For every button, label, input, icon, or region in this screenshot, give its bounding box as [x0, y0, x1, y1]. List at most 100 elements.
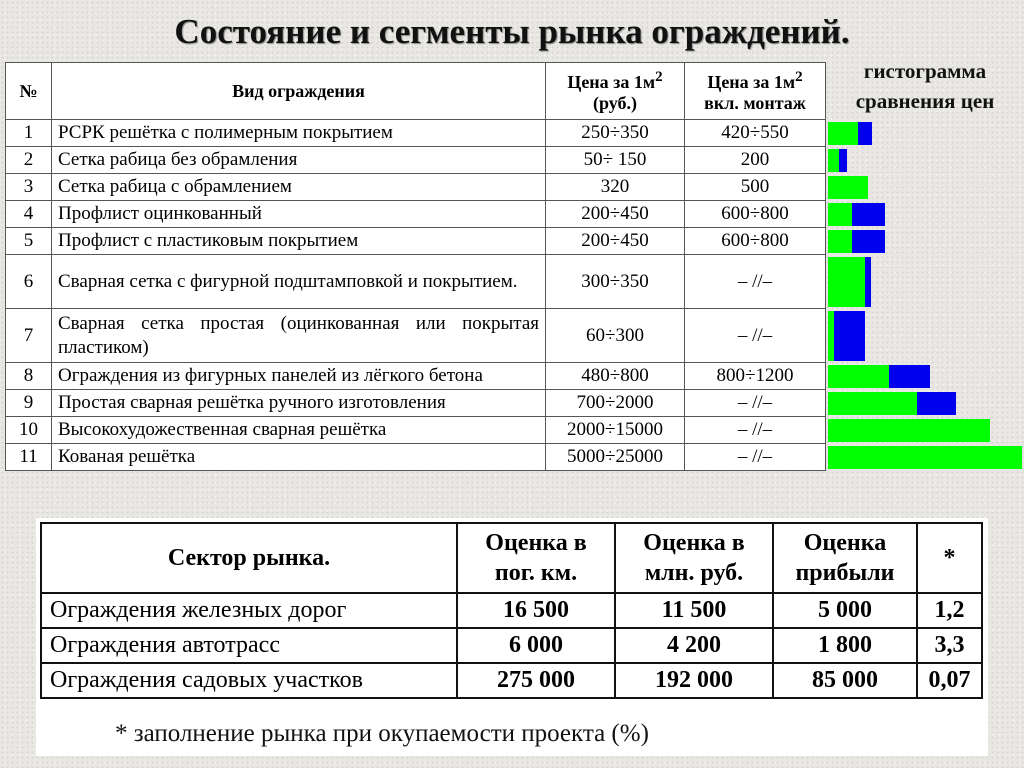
price: 300÷350	[545, 254, 685, 309]
histogram-bar-price	[828, 445, 1022, 469]
fence-type: Сетка рабица без обрамления	[51, 146, 546, 174]
row-number: 3	[5, 173, 52, 201]
histogram-bar-price	[828, 418, 990, 442]
table-header: Сектор рынка. Оценка в пог. км. Оценка в…	[40, 522, 983, 594]
header-price: Цена за 1м2 (руб.)	[545, 62, 685, 120]
histogram-bar-mount	[839, 148, 847, 172]
mln-rub: 11 500	[614, 592, 774, 629]
sector: Ограждения железных дорог	[40, 592, 458, 629]
histogram-bar-mount	[852, 229, 886, 253]
header-sector: Сектор рынка.	[40, 522, 458, 594]
fence-type: Сетка рабица с обрамлением	[51, 173, 546, 201]
histogram-bar-price	[828, 229, 853, 253]
footnote: * заполнение рынка при окупаемости проек…	[115, 720, 649, 747]
row-number: 8	[5, 362, 52, 390]
row-number: 9	[5, 389, 52, 417]
row-number: 1	[5, 119, 52, 147]
fill-percent: 1,2	[916, 592, 983, 629]
fence-type: Кованая решётка	[51, 443, 546, 471]
fill-percent: 3,3	[916, 627, 983, 664]
histogram-bar-mount	[864, 256, 871, 307]
table-row: 5 Профлист с пластиковым покрытием 200÷450…	[5, 227, 826, 255]
fence-type: Профлист с пластиковым покрытием	[51, 227, 546, 255]
header-star: *	[916, 522, 983, 594]
row-number: 2	[5, 146, 52, 174]
mln-rub: 4 200	[614, 627, 774, 664]
histogram-bar-mount	[917, 391, 957, 415]
histogram-bar-price	[828, 391, 918, 415]
table-row: 4 Профлист оцинкованный 200÷450 600÷800	[5, 200, 826, 228]
row-number: 10	[5, 416, 52, 444]
histogram-bar-price	[828, 121, 859, 145]
table-row: 6 Сварная сетка с фигурной подштамповкой …	[5, 254, 826, 309]
price-with-mount: 500	[684, 173, 826, 201]
market-sectors-table: Сектор рынка. Оценка в пог. км. Оценка в…	[40, 522, 983, 699]
header-km: Оценка в пог. км.	[456, 522, 616, 594]
price-with-mount: – //–	[684, 254, 826, 309]
price-with-mount: 200	[684, 146, 826, 174]
km: 6 000	[456, 627, 616, 664]
profit: 85 000	[772, 662, 918, 699]
table-row: 11 Кованая решётка 5000÷25000– //–	[5, 443, 826, 471]
price: 50÷ 150	[545, 146, 685, 174]
price: 700÷2000	[545, 389, 685, 417]
table-row: Ограждения садовых участков 275 000 192 00…	[40, 662, 983, 699]
histogram-title: гистограмма сравнения цен	[855, 59, 995, 113]
header-number: №	[5, 62, 52, 120]
km: 16 500	[456, 592, 616, 629]
histogram-bar-price	[828, 256, 865, 307]
header-type: Вид ограждения	[51, 62, 546, 120]
fence-prices-table: № Вид ограждения Цена за 1м2 (руб.) Цена …	[5, 62, 826, 471]
km: 275 000	[456, 662, 616, 699]
fence-type: Высокохудожественная сварная решётка	[51, 416, 546, 444]
price-with-mount: – //–	[684, 389, 826, 417]
table-row: Ограждения автотрасс 6 000 4 200 1 800 3,3	[40, 627, 983, 664]
row-number: 6	[5, 254, 52, 309]
table-header: № Вид ограждения Цена за 1м2 (руб.) Цена …	[5, 62, 826, 120]
table-row: 1 РСРК решётка с полимерным покрытием 250÷…	[5, 119, 826, 147]
price-with-mount: – //–	[684, 416, 826, 444]
row-number: 4	[5, 200, 52, 228]
table-row: 7 Сварная сетка простая (оцинкованная или…	[5, 308, 826, 363]
header-mln-rub: Оценка в млн. руб.	[614, 522, 774, 594]
histogram-bar-mount	[852, 202, 886, 226]
price: 200÷450	[545, 200, 685, 228]
table-row: 10 Высокохудожественная сварная решётка 20…	[5, 416, 826, 444]
histogram-bar-price	[828, 148, 840, 172]
table-row: 2 Сетка рабица без обрамления 50÷ 150 200	[5, 146, 826, 174]
fence-type: Профлист оцинкованный	[51, 200, 546, 228]
histogram-bar-mount	[858, 121, 873, 145]
price-with-mount: 600÷800	[684, 200, 826, 228]
price: 200÷450	[545, 227, 685, 255]
header-profit: Оценка прибыли	[772, 522, 918, 594]
fence-type: Сварная сетка простая (оцинкованная или …	[51, 308, 546, 363]
price: 5000÷25000	[545, 443, 685, 471]
row-number: 7	[5, 308, 52, 363]
table-row: 3 Сетка рабица с обрамлением 320 500	[5, 173, 826, 201]
histogram-bar-price	[828, 175, 868, 199]
header-price-mount: Цена за 1м2 вкл. монтаж	[684, 62, 826, 120]
table-row: 8 Ограждения из фигурных панелей из лёгко…	[5, 362, 826, 390]
price: 250÷350	[545, 119, 685, 147]
fill-percent: 0,07	[916, 662, 983, 699]
table-row: Ограждения железных дорог 16 500 11 500 5 0…	[40, 592, 983, 629]
price: 320	[545, 173, 685, 201]
histogram-bar-price	[828, 364, 889, 388]
price-with-mount: 420÷550	[684, 119, 826, 147]
sector: Ограждения автотрасс	[40, 627, 458, 664]
price-with-mount: – //–	[684, 308, 826, 363]
fence-type: Ограждения из фигурных панелей из лёгког…	[51, 362, 546, 390]
profit: 5 000	[772, 592, 918, 629]
histogram-bar-mount	[888, 364, 930, 388]
histogram-bar-price	[828, 202, 853, 226]
fence-type: РСРК решётка с полимерным покрытием	[51, 119, 546, 147]
price: 2000÷15000	[545, 416, 685, 444]
price-with-mount: – //–	[684, 443, 826, 471]
row-number: 5	[5, 227, 52, 255]
table-row: 9 Простая сварная решётка ручного изготов…	[5, 389, 826, 417]
price: 60÷300	[545, 308, 685, 363]
price: 480÷800	[545, 362, 685, 390]
price-with-mount: 800÷1200	[684, 362, 826, 390]
histogram-bar-mount	[834, 310, 866, 361]
slide-title: Состояние и сегменты рынка ограждений.	[174, 12, 850, 51]
